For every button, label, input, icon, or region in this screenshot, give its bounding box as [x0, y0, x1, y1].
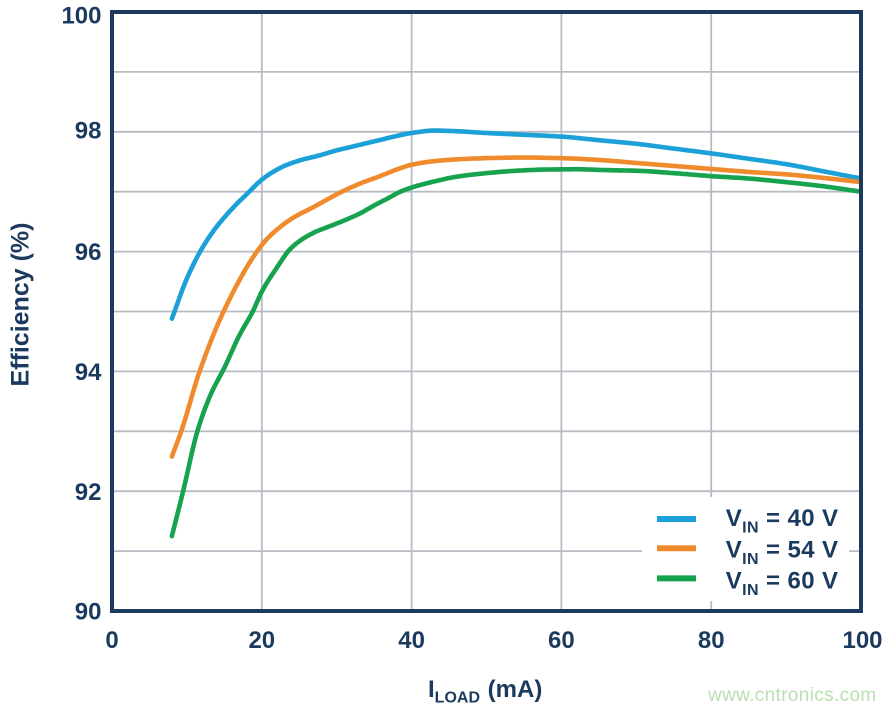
svg-text:VIN = 40 V: VIN = 40 V: [726, 505, 839, 537]
svg-text:98: 98: [75, 118, 102, 145]
svg-text:94: 94: [75, 359, 102, 386]
svg-text:80: 80: [698, 627, 725, 654]
svg-text:Efficiency (%): Efficiency (%): [7, 223, 35, 387]
svg-text:90: 90: [75, 599, 102, 626]
svg-text:0: 0: [105, 627, 118, 654]
svg-text:VIN = 60 V: VIN = 60 V: [726, 567, 839, 599]
svg-text:20: 20: [248, 627, 275, 654]
svg-text:100: 100: [842, 627, 882, 654]
svg-text:96: 96: [75, 239, 102, 266]
svg-text:100: 100: [61, 3, 101, 30]
svg-text:ILOAD (mA): ILOAD (mA): [428, 676, 542, 707]
svg-text:92: 92: [75, 479, 102, 506]
svg-text:40: 40: [398, 627, 425, 654]
svg-text:60: 60: [548, 627, 575, 654]
svg-text:www.cntronics.com: www.cntronics.com: [707, 685, 877, 706]
